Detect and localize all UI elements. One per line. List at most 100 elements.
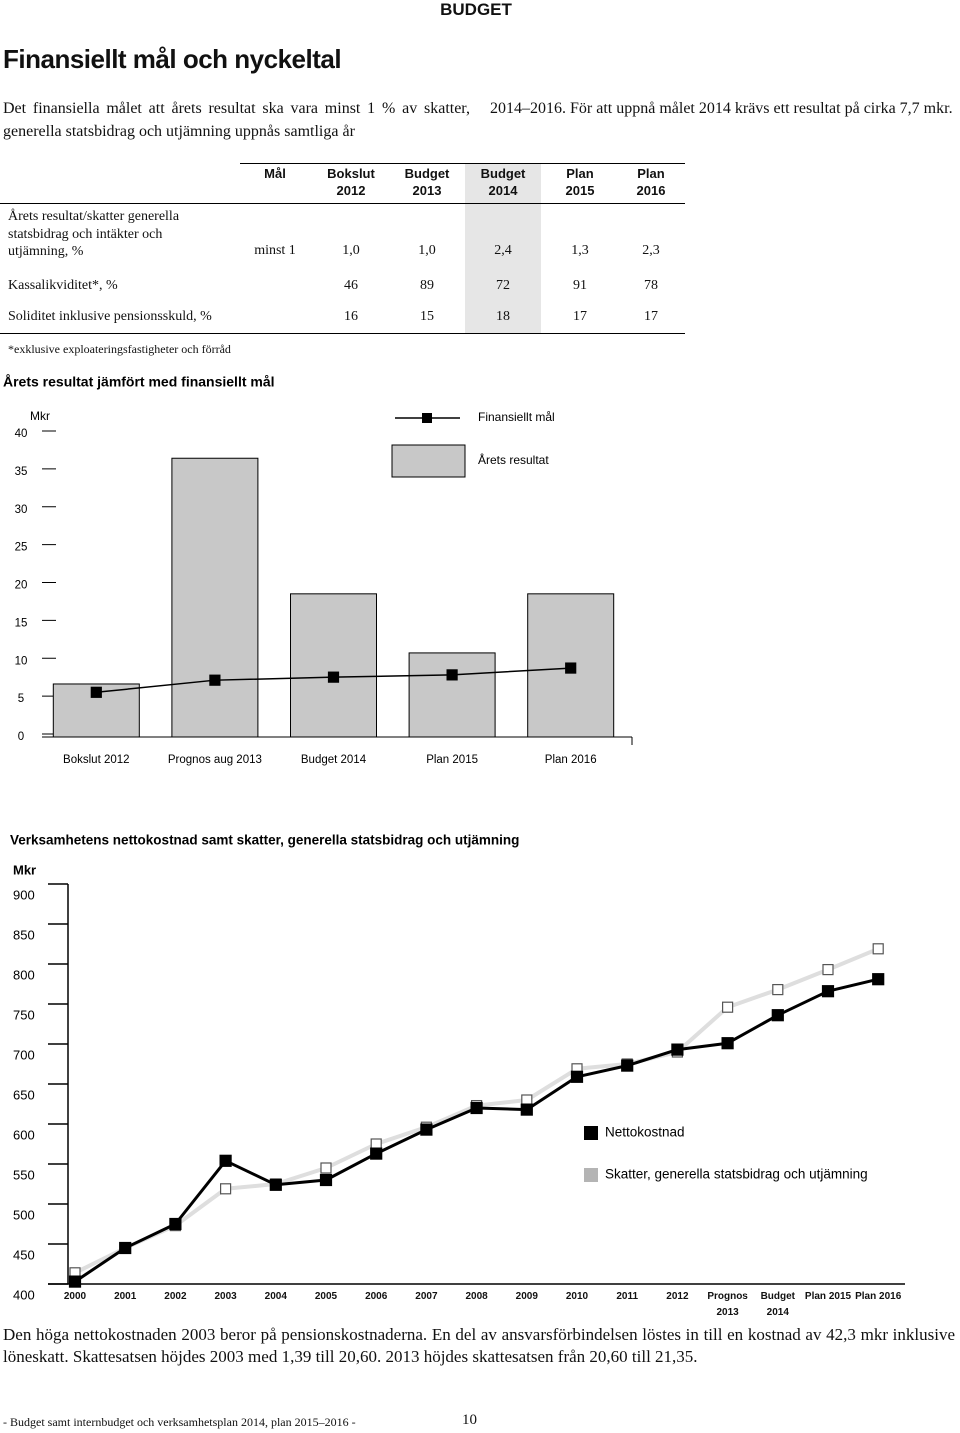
- y-tick-label: 0: [18, 731, 24, 743]
- value-cell: 1,0: [418, 243, 436, 258]
- x-tick-label: 2003: [214, 1291, 237, 1302]
- value-cell: 17: [573, 309, 587, 324]
- y-tick-label: 900: [13, 887, 35, 902]
- highlight-column: [465, 163, 541, 333]
- goal-cell: minst 1: [254, 243, 296, 258]
- column-header: Budget: [404, 166, 450, 181]
- y-tick-label: 20: [15, 580, 28, 592]
- marker: [119, 1241, 132, 1255]
- intro-right: 2014–2016. För att uppnå målet 2014 kräv…: [490, 100, 953, 117]
- column-year: 2012: [336, 183, 366, 198]
- column-header: Budget: [480, 166, 526, 181]
- legend-swatch: [584, 1126, 598, 1140]
- legend-marker: [422, 413, 432, 423]
- x-tick-label: 2005: [314, 1291, 338, 1302]
- marker: [671, 1043, 684, 1056]
- y-axis-label: Mkr: [13, 862, 36, 877]
- marker: [90, 686, 102, 698]
- x-tick-label: 2009: [515, 1291, 538, 1302]
- marker: [565, 662, 577, 674]
- value-cell: 89: [420, 278, 434, 293]
- footer-text: - Budget samt internbudget och verksamhe…: [3, 1415, 356, 1429]
- marker: [470, 1101, 483, 1115]
- intro-left: Det finansiella målet att årets resultat…: [3, 100, 470, 140]
- marker: [320, 1162, 332, 1174]
- table-rule: [240, 163, 685, 164]
- marker: [420, 1123, 433, 1136]
- marker: [621, 1059, 634, 1072]
- marker: [68, 1275, 82, 1288]
- marker: [570, 1070, 584, 1083]
- x-tick-label: Prognos aug 2013: [168, 754, 262, 766]
- x-tick-label: Bokslut 2012: [63, 754, 130, 766]
- legend-swatch: [391, 444, 466, 478]
- marker: [721, 1001, 734, 1013]
- marker: [219, 1154, 232, 1167]
- x-tick-label: Budget 2014: [301, 754, 367, 766]
- marker: [821, 985, 835, 998]
- x-tick-label: 2008: [465, 1291, 488, 1302]
- x-tick-label: 2004: [264, 1291, 287, 1302]
- column-year: 2016: [636, 183, 666, 198]
- marker: [872, 973, 885, 986]
- line: [74, 977, 879, 1283]
- bar: [171, 457, 259, 738]
- y-tick-label: 600: [13, 1127, 35, 1142]
- x-tick-label: 2000: [63, 1291, 87, 1302]
- row-label: Årets resultat/skatter generella statsbi…: [8, 209, 180, 259]
- value-cell: 16: [344, 309, 358, 324]
- page-number: 10: [462, 1412, 477, 1428]
- marker: [771, 1009, 784, 1022]
- legend-swatch: [584, 1168, 598, 1182]
- legend-label: Nettokostnad: [605, 1125, 685, 1140]
- value-cell: 72: [496, 278, 510, 293]
- y-tick-label: 400: [13, 1287, 35, 1302]
- column-header: Plan: [566, 166, 594, 181]
- legend-label: Skatter, generella statsbidrag och utjäm…: [605, 1167, 868, 1182]
- table-rule: [0, 333, 685, 334]
- value-cell: 1,0: [342, 243, 360, 258]
- marker: [520, 1103, 533, 1116]
- y-tick-label: 650: [13, 1087, 35, 1102]
- footnote: *exklusive exploateringsfastigheter och …: [8, 342, 231, 356]
- x-tick-label: 2007: [415, 1291, 438, 1302]
- bar: [408, 652, 496, 738]
- chart-title: Årets resultat jämfört med finansiellt m…: [3, 374, 275, 390]
- marker: [721, 1037, 734, 1050]
- y-tick-label: 550: [13, 1167, 35, 1182]
- y-tick-label: 30: [15, 504, 28, 516]
- y-tick-label: 850: [13, 927, 35, 942]
- table-rule: [0, 203, 685, 204]
- x-tick-label: Prognos 2013: [707, 1291, 748, 1318]
- value-cell: 2,3: [642, 243, 660, 258]
- column-header: Mål: [264, 166, 286, 181]
- marker: [872, 943, 884, 955]
- y-tick-label: 700: [13, 1047, 35, 1062]
- row-label: Soliditet inklusive pensionsskuld, %: [8, 309, 212, 324]
- marker: [370, 1147, 383, 1160]
- column-header: Bokslut: [327, 166, 375, 181]
- y-tick-label: 5: [18, 693, 24, 705]
- column-year: 2015: [565, 183, 595, 198]
- y-tick-label: 500: [13, 1207, 35, 1222]
- column-year: 2014: [488, 183, 518, 198]
- x-tick-label: 2010: [565, 1291, 589, 1302]
- chart-title: Verksamhetens nettokostnad samt skatter,…: [10, 833, 519, 848]
- marker: [220, 1183, 232, 1195]
- bar: [290, 593, 377, 738]
- value-cell: 2,4: [494, 243, 512, 258]
- value-cell: 46: [344, 278, 358, 293]
- value-cell: 78: [644, 278, 658, 293]
- y-tick-label: 25: [15, 542, 28, 554]
- y-tick-label: 15: [15, 617, 28, 629]
- marker: [327, 671, 340, 683]
- x-tick-label: 2002: [164, 1291, 187, 1302]
- x-tick-label: 2006: [365, 1291, 388, 1302]
- x-tick-label: Plan 2015: [804, 1291, 852, 1302]
- x-tick-label: Budget 2014: [760, 1291, 796, 1318]
- x-tick-label: Plan 2016: [855, 1291, 902, 1302]
- legend-label: Finansiellt mål: [478, 410, 555, 424]
- marker: [772, 983, 784, 996]
